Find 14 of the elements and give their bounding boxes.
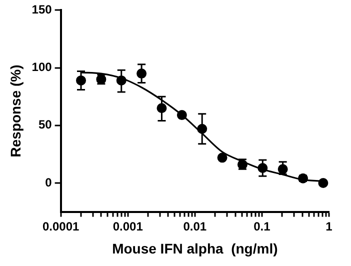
x-axis-title: Mouse IFN alpha (ng/ml) (112, 240, 278, 256)
point (217, 152, 228, 163)
y-tick-label: 0 (45, 175, 52, 190)
x-tick-label: 0.001 (112, 219, 144, 234)
y-axis-title: Response (%) (7, 64, 24, 158)
point (318, 178, 328, 188)
y-tick-label: 150 (32, 2, 52, 17)
x-tick-label: 0.0001 (42, 219, 80, 234)
x-tick-label: 1 (326, 219, 333, 234)
point (176, 110, 187, 120)
y-tick-label: 50 (38, 118, 52, 132)
y-tick-label: 100 (32, 60, 52, 74)
x-tick-label: 0.1 (254, 219, 271, 234)
x-tick-label: 0.01 (183, 219, 207, 234)
